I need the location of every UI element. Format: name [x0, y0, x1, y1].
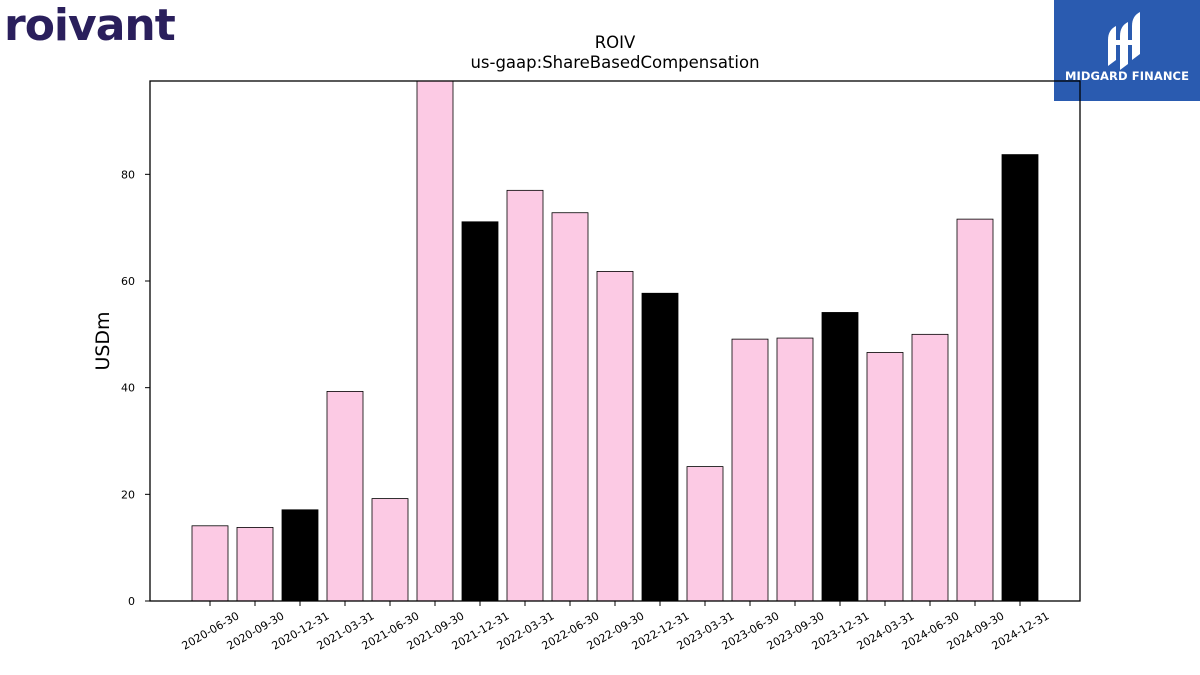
chart-subtitle: us-gaap:ShareBasedCompensation: [470, 53, 759, 72]
roivant-logo-text: roivant: [4, 0, 176, 48]
y-tick-label: 60: [121, 275, 135, 288]
bar-2021-06-30: [371, 498, 409, 602]
bar-2023-06-30: [731, 338, 769, 602]
bar-2021-09-30: [416, 80, 454, 602]
bar-2024-03-31: [866, 352, 904, 602]
midgard-badge-text: MIDGARD FINANCE: [1064, 69, 1190, 83]
bar-2023-12-31: [821, 312, 859, 602]
bar-2020-06-30: [191, 525, 229, 602]
bar-2022-09-30: [596, 270, 634, 602]
midgard-logo-icon: [1108, 12, 1140, 70]
bar-2020-09-30: [236, 527, 274, 602]
y-axis-label: USDm: [92, 311, 114, 370]
y-tick-label: 80: [121, 168, 135, 181]
bar-2022-06-30: [551, 212, 589, 602]
bar-2024-12-31: [1001, 154, 1039, 602]
roivant-logo: roivant: [4, 0, 176, 48]
y-axis: 0 20 40 60 80: [121, 168, 150, 608]
x-axis: 2020-06-302020-09-302020-12-312021-03-31…: [180, 601, 1052, 653]
plot-frame: [149, 80, 1081, 602]
chart-title: ROIV: [595, 33, 636, 52]
bar-2023-09-30: [776, 337, 814, 602]
y-tick-label: 40: [121, 382, 135, 395]
bars-group: [191, 80, 1039, 602]
bar-2021-03-31: [326, 390, 364, 602]
bar-2024-06-30: [911, 333, 949, 602]
bar-2023-03-31: [686, 466, 724, 602]
y-tick-label: 0: [128, 595, 135, 608]
midgard-finance-badge: MIDGARD FINANCE: [1054, 0, 1200, 101]
bar-2024-09-30: [956, 218, 994, 602]
bar-2020-12-31: [281, 509, 319, 602]
bar-2021-12-31: [461, 221, 499, 602]
bar-2022-03-31: [506, 189, 544, 602]
y-tick-label: 20: [121, 488, 135, 501]
bar-2022-12-31: [641, 292, 679, 602]
